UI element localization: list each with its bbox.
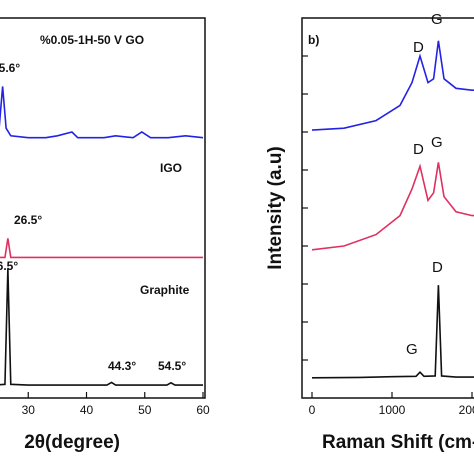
- x-tick-label: 2000: [459, 403, 474, 417]
- annotation: 26.5°: [0, 259, 18, 273]
- annotation: D: [413, 39, 424, 56]
- annotation: IGO: [160, 161, 182, 175]
- annotation: G: [406, 341, 418, 358]
- annotation: 44.3°: [108, 359, 136, 373]
- annotation: Graphite: [140, 283, 190, 297]
- spectrum-line: [311, 40, 474, 131]
- annotation: D: [413, 141, 424, 158]
- spectrum-line: [0, 86, 204, 139]
- x-tick-label: 50: [138, 403, 152, 417]
- annotation: G: [431, 11, 443, 28]
- x-tick-label: 0: [309, 403, 316, 417]
- x-tick-label: 60: [196, 403, 210, 417]
- spectrum-line: [311, 285, 474, 379]
- spectrum-line: [311, 162, 474, 251]
- spectrum-line: [0, 268, 203, 386]
- annotation: %0.05-1H-50 V GO: [40, 33, 144, 47]
- annotation: 25.6°: [0, 61, 20, 75]
- annotation: 26.5°: [14, 213, 42, 227]
- x-axis-label: Raman Shift (cm-1): [322, 432, 474, 453]
- panel-label: b): [308, 33, 319, 47]
- panel-a-frame: [0, 17, 206, 399]
- y-axis-label: Intensity (a.u): [265, 146, 286, 270]
- x-tick-label: 40: [80, 403, 94, 417]
- annotation: G: [431, 134, 443, 151]
- spectrum-line: [0, 238, 203, 259]
- x-tick-label: 1000: [379, 403, 406, 417]
- annotation: 54.5°: [158, 359, 186, 373]
- x-axis-label: 2θ(degree): [24, 432, 120, 453]
- annotation: D: [432, 259, 443, 276]
- x-tick-label: 30: [22, 403, 36, 417]
